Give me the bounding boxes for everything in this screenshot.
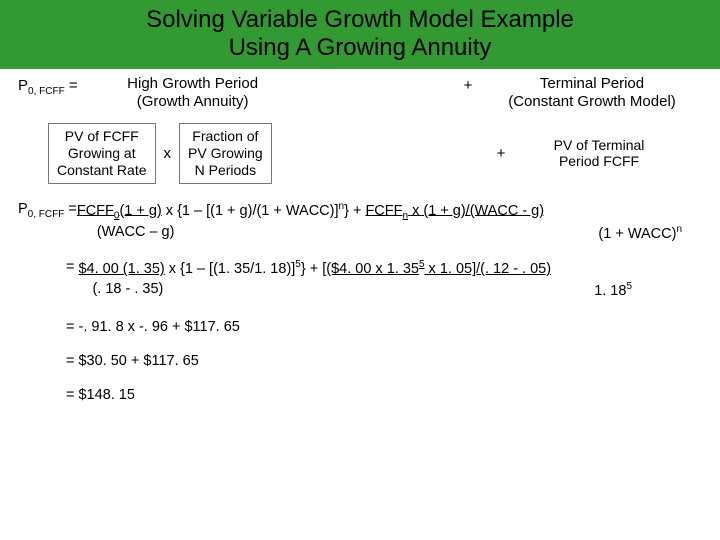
step-4: = $30. 50 + $117. 65 <box>18 353 702 369</box>
f-lhs-sub: 0, FCFF <box>28 208 65 219</box>
f1-close: } + <box>344 202 365 218</box>
calc-eq: = <box>66 258 78 278</box>
term-l1: PV of Terminal <box>554 137 645 153</box>
box1-l3: Constant Rate <box>57 162 147 178</box>
formula-denom1: (WACC – g) <box>97 223 175 244</box>
title-line1: Solving Variable Growth Model Example <box>146 6 574 33</box>
c1b-u1: [($4. 00 x 1. 35 <box>322 261 419 277</box>
plus-1: + <box>454 75 482 94</box>
concept-row-2: PV of FCFF Growing at Constant Rate x Fr… <box>18 123 702 183</box>
c1a-u: $4. 00 (1. 35) <box>78 261 164 277</box>
box1-l2: Growing at <box>68 145 136 161</box>
lhs-sub: 0, FCFF <box>28 86 65 97</box>
slide: Solving Variable Growth Model Example Us… <box>0 0 720 540</box>
lhs-label: P0, FCFF = <box>18 75 78 97</box>
formula-part1: FCFF0(1 + g) x {1 – [(1 + g)/(1 + WACC)]… <box>77 200 544 223</box>
times-1: x <box>156 145 180 162</box>
f-eq: = <box>64 201 77 217</box>
box-fraction: Fraction of PV Growing N Periods <box>179 123 272 183</box>
slide-title: Solving Variable Growth Model Example Us… <box>0 6 720 61</box>
high-growth-col: High Growth Period (Growth Annuity) <box>108 75 278 111</box>
terminal-col: Terminal Period (Constant Growth Model) <box>482 75 702 111</box>
f2-u2: x (1 + g)/(WACC - g) <box>408 202 544 218</box>
f1-u2: (1 + g) <box>119 202 161 218</box>
box2-l1: Fraction of <box>192 128 258 144</box>
concept-row-1: P0, FCFF = High Growth Period (Growth An… <box>18 75 702 111</box>
calc-denom1: (. 18 - . 35) <box>92 280 163 301</box>
plus-2: + <box>486 145 516 162</box>
title-line2: Using A Growing Annuity <box>229 34 492 61</box>
formula-body: FCFF0(1 + g) x {1 – [(1 + g)/(1 + WACC)]… <box>77 200 702 245</box>
box1-l1: PV of FCFF <box>65 128 139 144</box>
terminal-pv: PV of Terminal Period FCFF <box>516 137 682 171</box>
f2-u: FCFF <box>365 202 402 218</box>
f1-u: FCFF <box>77 202 114 218</box>
step-3: = -. 91. 8 x -. 96 + $117. 65 <box>18 319 702 335</box>
box-pv-fcff: PV of FCFF Growing at Constant Rate <box>48 123 156 183</box>
tp-line2: (Constant Growth Model) <box>508 93 676 110</box>
formula-denom2-wrap: (1 + WACC)n <box>598 223 682 244</box>
hg-line2: (Growth Annuity) <box>137 93 249 110</box>
f1-mid: x {1 – [(1 + g)/(1 + WACC)] <box>162 202 339 218</box>
c1a-mid: x {1 – [(1. 35/1. 18)] <box>165 261 296 277</box>
calc-denom2: 1. 18 <box>594 282 626 298</box>
formula-denom2: (1 + WACC) <box>598 226 676 242</box>
box2-l3: N Periods <box>195 162 256 178</box>
calc-line1: $4. 00 (1. 35) x {1 – [(1. 35/1. 18)]5} … <box>78 258 702 279</box>
hg-line1: High Growth Period <box>127 75 258 92</box>
title-bar: Solving Variable Growth Model Example Us… <box>0 0 720 69</box>
box2-l2: PV Growing <box>188 145 263 161</box>
lhs-eq: = <box>65 77 78 94</box>
term-l2: Period FCFF <box>559 153 639 169</box>
calc-denom2-wrap: 1. 185 <box>594 280 632 301</box>
c1a-close: } + <box>301 261 322 277</box>
tp-line1: Terminal Period <box>540 75 644 92</box>
lhs-p: P <box>18 77 28 94</box>
content-area: P0, FCFF = High Growth Period (Growth An… <box>0 69 720 403</box>
formula-lhs: P0, FCFF = <box>18 200 77 221</box>
step-5: = $148. 15 <box>18 387 702 403</box>
calc-row: = $4. 00 (1. 35) x {1 – [(1. 35/1. 18)]5… <box>18 258 702 301</box>
f-lhs-p: P <box>18 201 28 217</box>
c1b-u2: x 1. 05]/(. 12 - . 05) <box>425 261 552 277</box>
formula-row: P0, FCFF = FCFF0(1 + g) x {1 – [(1 + g)/… <box>18 200 702 245</box>
